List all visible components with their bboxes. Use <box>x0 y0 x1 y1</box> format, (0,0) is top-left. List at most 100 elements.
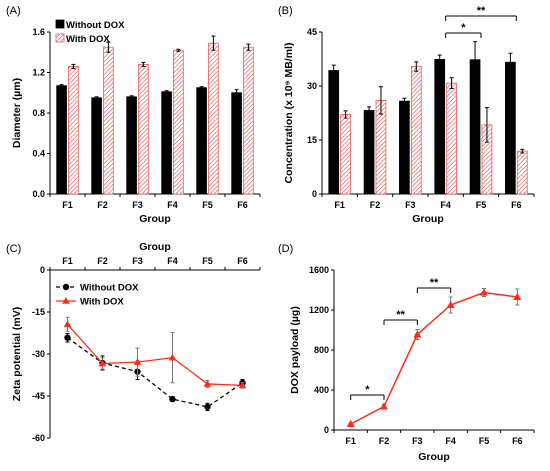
significance-marker: * <box>365 384 370 396</box>
bar <box>173 49 184 195</box>
panel-a-diameter-chart: (A) 0.0 0.4 0.8 1.2 1.6 F1 F2 F3 F4 F5 F6 Group Diame… <box>6 5 261 225</box>
y-tick-label: -30 <box>32 349 45 359</box>
data-point <box>168 353 177 361</box>
y-tick-label: 1.2 <box>32 68 45 78</box>
x-tick-label: F2 <box>97 200 108 210</box>
y-tick-label: 0 <box>40 265 45 275</box>
bar <box>340 114 351 195</box>
x-tick-label: F5 <box>479 436 490 446</box>
legend-label: With DOX <box>66 34 110 45</box>
bar <box>399 100 410 195</box>
x-axis-title: Group <box>139 213 171 225</box>
bar <box>196 87 207 195</box>
bar <box>231 92 242 195</box>
x-tick-label: F3 <box>132 200 143 210</box>
bar <box>363 110 375 195</box>
x-tick-label: F6 <box>512 436 523 446</box>
x-tick-label: F1 <box>62 256 73 266</box>
data-point <box>480 288 488 296</box>
y-axis-title: Diameter (µm) <box>11 78 23 148</box>
legend-swatch <box>55 19 65 29</box>
x-tick-label: F1 <box>334 200 345 210</box>
bar <box>103 46 114 195</box>
x-tick-label: F4 <box>440 200 451 210</box>
x-axis-title: Group <box>412 213 444 225</box>
y-tick-label: -15 <box>32 307 45 317</box>
bar <box>328 70 340 195</box>
y-axis-title: DOX payload (µg) <box>289 306 301 394</box>
panel-label: (D) <box>278 243 293 255</box>
x-tick-label: F5 <box>202 256 213 266</box>
significance-marker: ** <box>396 309 405 321</box>
data-point <box>513 292 522 300</box>
y-tick-label: 30 <box>307 81 317 91</box>
bar <box>243 46 254 195</box>
panel-label: (A) <box>6 5 21 17</box>
x-axis-title: Group <box>418 451 450 463</box>
bar <box>138 64 149 195</box>
x-tick-label: F2 <box>370 200 381 210</box>
legend-swatch <box>55 33 65 43</box>
x-tick-label: F6 <box>511 200 522 210</box>
y-tick-label: 400 <box>314 385 329 395</box>
panel-c-zeta-potential-chart: (C) 0 -15 -30 -45 -60 F1 F2 F3 F4 F5 F6 Group Zeta po… <box>6 241 261 443</box>
x-tick-label: F5 <box>202 200 213 210</box>
panel-b-concentration-chart: (B) 0 15 30 45 F1 F2 F3 F4 F5 F6 Group Concentration… <box>278 5 535 225</box>
y-tick-label: 1200 <box>309 305 329 315</box>
data-point <box>63 320 72 328</box>
data-point <box>238 381 247 389</box>
data-point <box>446 300 455 308</box>
significance-marker: * <box>461 22 466 34</box>
x-axis-title: Group <box>139 241 171 253</box>
y-tick-label: 1600 <box>309 265 329 275</box>
x-tick-label: F5 <box>476 200 487 210</box>
y-tick-label: 0 <box>324 425 329 435</box>
legend-label: Without DOX <box>66 20 125 31</box>
data-point <box>346 419 355 427</box>
x-tick-label: F4 <box>167 256 178 266</box>
bar <box>516 150 528 195</box>
bar <box>91 97 102 195</box>
legend-marker <box>62 283 70 291</box>
x-tick-label: F4 <box>167 200 178 210</box>
data-point <box>204 403 211 411</box>
x-tick-label: F6 <box>237 200 248 210</box>
bar <box>161 91 172 195</box>
x-tick-label: F2 <box>379 436 390 446</box>
y-tick-label: 0.0 <box>32 189 45 199</box>
x-tick-label: F3 <box>132 256 143 266</box>
significance-marker: ** <box>477 5 486 17</box>
panel-label: (B) <box>278 5 293 17</box>
y-tick-label: 0.4 <box>32 149 45 159</box>
legend-label: Without DOX <box>80 283 139 294</box>
series-line <box>67 323 243 387</box>
bar <box>505 61 516 195</box>
data-point <box>133 358 142 365</box>
bar <box>446 82 457 195</box>
x-tick-label: F4 <box>445 436 456 446</box>
x-tick-label: F6 <box>237 256 248 266</box>
x-tick-label: F3 <box>405 200 416 210</box>
bar <box>208 42 219 195</box>
bar <box>434 58 446 195</box>
bar <box>469 59 481 195</box>
y-axis-title: Zeta potential (mV) <box>11 307 23 402</box>
series-line <box>67 337 243 408</box>
x-tick-label: F3 <box>412 436 423 446</box>
data-point <box>203 379 212 387</box>
panel-d-dox-payload-chart: (D) 0 400 800 1200 1600 F1 F2 F3 F4 F5 F6 Group DOX p… <box>278 243 535 463</box>
data-point <box>380 402 388 410</box>
significance-marker: ** <box>430 277 439 289</box>
data-point <box>169 395 176 403</box>
y-tick-label: 800 <box>314 345 329 355</box>
y-tick-label: 0 <box>312 189 317 199</box>
y-tick-label: 0.8 <box>32 108 45 118</box>
y-tick-label: -60 <box>32 433 45 443</box>
y-tick-label: -45 <box>32 391 45 401</box>
data-point <box>98 359 107 367</box>
panel-label: (C) <box>6 243 21 255</box>
bar <box>56 85 67 195</box>
x-tick-label: F1 <box>345 436 356 446</box>
data-point <box>413 330 422 338</box>
